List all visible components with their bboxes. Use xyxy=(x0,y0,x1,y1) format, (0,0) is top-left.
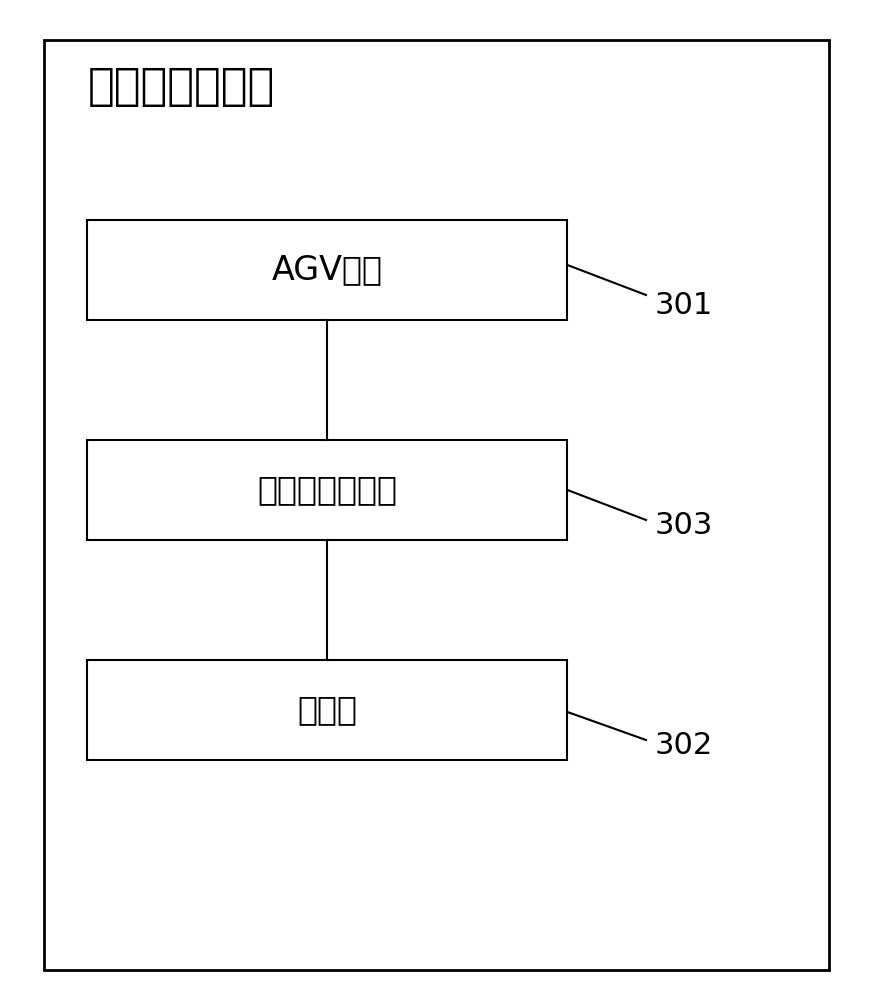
Text: 301: 301 xyxy=(655,290,713,320)
Bar xyxy=(87,440,567,540)
Text: 底盘线: 底盘线 xyxy=(298,694,357,726)
Bar xyxy=(87,220,567,320)
Text: 电池包运输系统: 电池包运输系统 xyxy=(87,65,274,108)
Text: 303: 303 xyxy=(655,510,713,540)
Text: 电池包运输装置: 电池包运输装置 xyxy=(258,474,397,506)
Text: AGV小车: AGV小车 xyxy=(272,253,383,286)
Text: 302: 302 xyxy=(655,730,713,760)
Bar xyxy=(87,660,567,760)
